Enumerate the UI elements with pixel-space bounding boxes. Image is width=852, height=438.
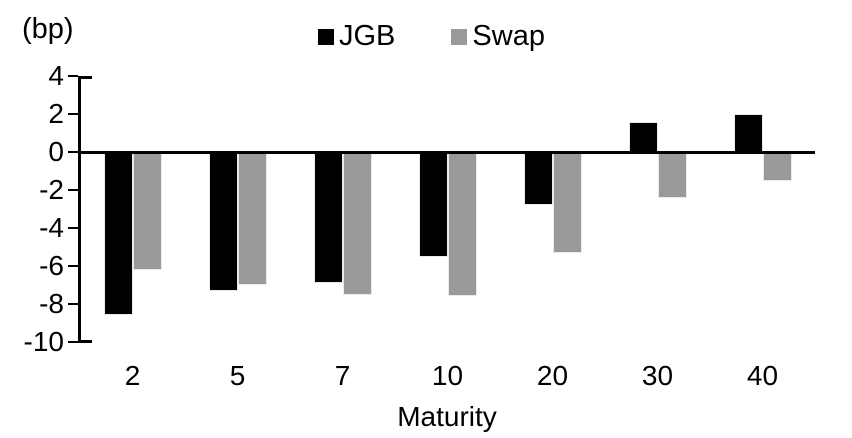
swap-bar-10	[447, 152, 477, 297]
swap-legend-swatch	[451, 28, 468, 45]
x-category-label: 10	[431, 360, 464, 391]
legend-item-swap: Swap	[451, 20, 545, 53]
jgb-legend-label: JGB	[339, 20, 396, 52]
jgb-bar-5	[208, 152, 238, 291]
swap-bar-7	[342, 152, 372, 295]
jgb-bar-20	[523, 152, 553, 206]
jgb-bar-30	[628, 121, 658, 152]
x-axis-zero-line	[78, 150, 815, 154]
y-tick-label: -8	[39, 288, 64, 319]
y-tick-label: -4	[39, 212, 64, 243]
jgb-legend-swatch	[318, 28, 334, 45]
y-tick-label: 4	[48, 60, 64, 91]
x-category-label: 5	[229, 360, 246, 391]
y-axis-top-cap	[78, 76, 92, 79]
y-axis-tick	[68, 341, 78, 343]
jgb-bar-2	[103, 152, 133, 316]
y-axis-tick	[68, 75, 78, 77]
jgb-bar-40	[733, 114, 763, 152]
x-category-label: 2	[124, 360, 141, 391]
swap-bar-30	[657, 152, 687, 198]
y-axis-tick	[68, 189, 78, 191]
y-axis-tick	[68, 265, 78, 267]
y-axis-tick	[68, 151, 78, 153]
swap-bar-5	[237, 152, 267, 285]
y-axis-line	[78, 76, 81, 343]
y-axis-unit-label: (bp)	[22, 13, 74, 45]
y-tick-label: 0	[48, 136, 64, 167]
y-tick-label: 2	[48, 98, 64, 129]
swap-bar-2	[132, 152, 162, 270]
y-axis-bottom-cap	[78, 340, 92, 343]
y-axis-tick	[68, 113, 78, 115]
y-tick-label: -6	[39, 250, 64, 281]
legend: JGB Swap	[318, 20, 545, 53]
y-tick-label: -10	[23, 326, 64, 357]
x-category-label: 20	[536, 360, 569, 391]
y-tick-label: -2	[39, 174, 64, 205]
jgb-bar-10	[418, 152, 448, 257]
swap-bar-20	[552, 152, 582, 253]
x-category-label: 30	[641, 360, 674, 391]
legend-item-jgb: JGB	[318, 20, 395, 53]
swap-legend-label: Swap	[472, 20, 545, 52]
x-axis-title: Maturity	[397, 401, 497, 432]
y-axis-tick	[68, 303, 78, 305]
jgb-bar-7	[313, 152, 343, 284]
x-category-label: 40	[746, 360, 779, 391]
y-axis-tick	[68, 227, 78, 229]
x-category-label: 7	[334, 360, 351, 391]
swap-bar-40	[762, 152, 792, 181]
